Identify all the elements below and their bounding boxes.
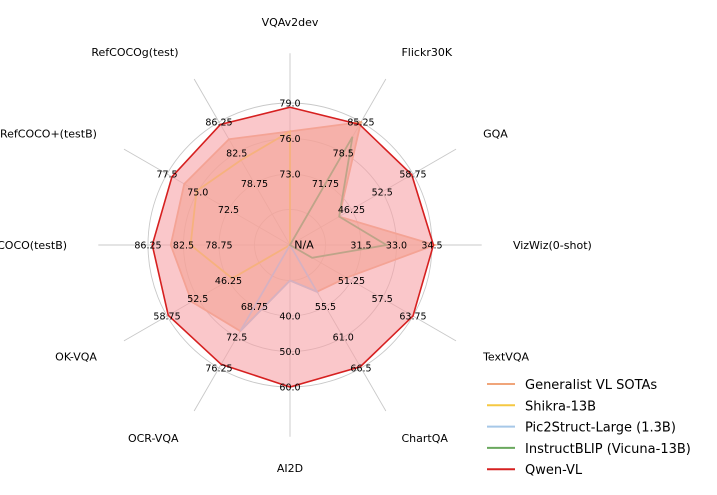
- tick-label: 73.0: [279, 170, 300, 181]
- radar-tick-labels: 73.0 76.0 79.0 71.75 78.5 85.25 46.25 52.5 58.75…: [134, 99, 442, 394]
- tick-label: 55.5: [315, 302, 336, 313]
- tick-label: 46.25: [215, 276, 242, 287]
- axis-label: TextVQA: [482, 350, 529, 363]
- axis-label: RefCOCO(testB): [0, 239, 67, 252]
- tick-label: 76.0: [279, 134, 300, 145]
- tick-label: 78.5: [333, 148, 354, 159]
- tick-label: 46.25: [338, 205, 365, 216]
- tick-label: 86.25: [134, 241, 161, 252]
- axis-label: RefCOCOg(test): [91, 46, 178, 59]
- axis-label: ChartQA: [401, 432, 448, 445]
- tick-label: 78.75: [205, 241, 232, 252]
- tick-label: 63.75: [399, 312, 426, 323]
- series-qwen-vl: [151, 106, 435, 388]
- tick-label: 71.75: [312, 179, 339, 190]
- tick-label: 57.5: [372, 294, 393, 305]
- legend-label: Pic2Struct-Large (1.3B): [525, 421, 676, 436]
- tick-label: 72.5: [218, 205, 239, 216]
- tick-label: 61.0: [333, 333, 354, 344]
- tick-label: 58.75: [399, 170, 426, 181]
- axis-label: OK-VQA: [55, 350, 97, 363]
- tick-label: 31.5: [350, 241, 371, 252]
- axis-label: GQA: [483, 128, 508, 141]
- tick-label: 52.5: [187, 294, 208, 305]
- axis-label: OCR-VQA: [128, 432, 179, 445]
- axis-label: Flickr30K: [401, 46, 452, 59]
- center-label: N/A: [294, 239, 314, 252]
- tick-label: 82.5: [173, 241, 194, 252]
- tick-label: 76.25: [205, 363, 232, 374]
- legend-label: InstructBLIP (Vicuna-13B): [525, 442, 691, 457]
- legend-label: Generalist VL SOTAs: [525, 378, 657, 393]
- tick-label: 85.25: [347, 118, 374, 129]
- tick-label: 58.75: [153, 312, 180, 323]
- tick-label: 72.5: [226, 333, 247, 344]
- legend-label: Shikra-13B: [525, 399, 596, 414]
- radar-series: [151, 106, 438, 388]
- tick-label: 75.0: [187, 187, 208, 198]
- tick-label: 86.25: [205, 118, 232, 129]
- tick-label: 78.75: [241, 179, 268, 190]
- tick-label: 34.5: [421, 241, 442, 252]
- tick-label: 52.5: [372, 187, 393, 198]
- axis-label: VizWiz(0-shot): [513, 239, 592, 252]
- axis-label: VQAv2dev: [262, 16, 319, 29]
- tick-label: 79.0: [279, 99, 300, 110]
- tick-label: 82.5: [226, 148, 247, 159]
- tick-label: 60.0: [279, 383, 300, 394]
- tick-label: 50.0: [279, 347, 300, 358]
- axis-label: AI2D: [277, 462, 303, 475]
- tick-label: 40.0: [279, 312, 300, 323]
- tick-label: 51.25: [338, 276, 365, 287]
- legend: Generalist VL SOTAs Shikra-13B Pic2Struct-…: [487, 378, 691, 478]
- tick-label: 68.75: [241, 302, 268, 313]
- tick-label: 33.0: [386, 241, 407, 252]
- radar-axis-labels: VQAv2dev Flickr30K GQA VizWiz(0-shot) TextVQ…: [0, 16, 592, 475]
- axis-label: RefCOCO+(testB): [0, 128, 97, 141]
- tick-label: 77.5: [156, 170, 177, 181]
- legend-label: Qwen-VL: [525, 463, 583, 478]
- tick-label: 66.5: [350, 363, 371, 374]
